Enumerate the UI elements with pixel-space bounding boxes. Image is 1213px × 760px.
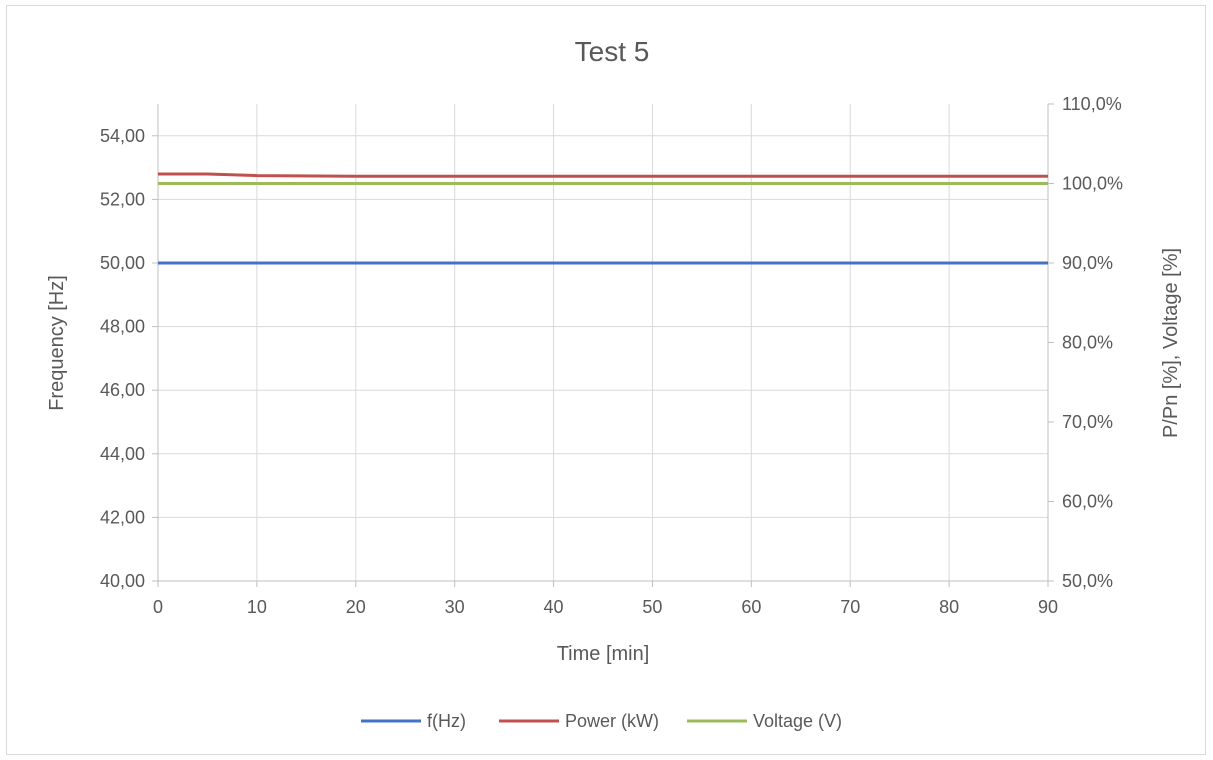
x-tick-label: 10	[247, 597, 267, 617]
x-tick-label: 90	[1038, 597, 1058, 617]
y-tick-label: 46,00	[100, 380, 145, 400]
y-tick-label: 42,00	[100, 507, 145, 527]
y-tick-label: 54,00	[100, 126, 145, 146]
x-axis-title: Time [min]	[557, 643, 650, 665]
y-tick-label: 40,00	[100, 571, 145, 591]
y-axis-title: Frequency [Hz]	[46, 275, 68, 411]
series-line-power-kw	[158, 172, 1048, 178]
x-tick-label: 0	[153, 597, 163, 617]
y2-tick-label: 50,0%	[1062, 571, 1113, 591]
y2-tick-label: 60,0%	[1062, 492, 1113, 512]
y2-axis-title: P/Pn [%], Voltage [%]	[1160, 248, 1182, 438]
y2-tick-label: 100,0%	[1062, 174, 1123, 194]
y-tick-label: 44,00	[100, 444, 145, 464]
y2-tick-label: 80,0%	[1062, 333, 1113, 353]
y-tick-label: 52,00	[100, 189, 145, 209]
series-lines	[158, 172, 1048, 265]
x-tick-label: 80	[939, 597, 959, 617]
x-tick-label: 50	[642, 597, 662, 617]
x-tick-label: 40	[544, 597, 564, 617]
y2-tick-label: 90,0%	[1062, 253, 1113, 273]
legend-label-power-kw: Power (kW)	[565, 711, 659, 731]
x-tick-label: 70	[840, 597, 860, 617]
legend-label-voltage-v: Voltage (V)	[753, 711, 842, 731]
chart-frame	[6, 5, 1206, 755]
y-tick-label: 50,00	[100, 253, 145, 273]
chart-title: Test 5	[575, 36, 650, 67]
x-tick-label: 30	[445, 597, 465, 617]
y2-tick-label: 110,0%	[1062, 94, 1122, 114]
legend-label-f-hz: f(Hz)	[427, 711, 466, 731]
x-tick-label: 20	[346, 597, 366, 617]
tick-labels: 0 10 20 30 40 50 60 70 80 90 40,00 42,00 44,00 46,00 4…	[100, 94, 1123, 617]
y2-tick-label: 70,0%	[1062, 412, 1113, 432]
legend: f(Hz) Power (kW) Voltage (V)	[361, 711, 842, 731]
x-tick-label: 60	[741, 597, 761, 617]
y-tick-label: 48,00	[100, 317, 145, 337]
